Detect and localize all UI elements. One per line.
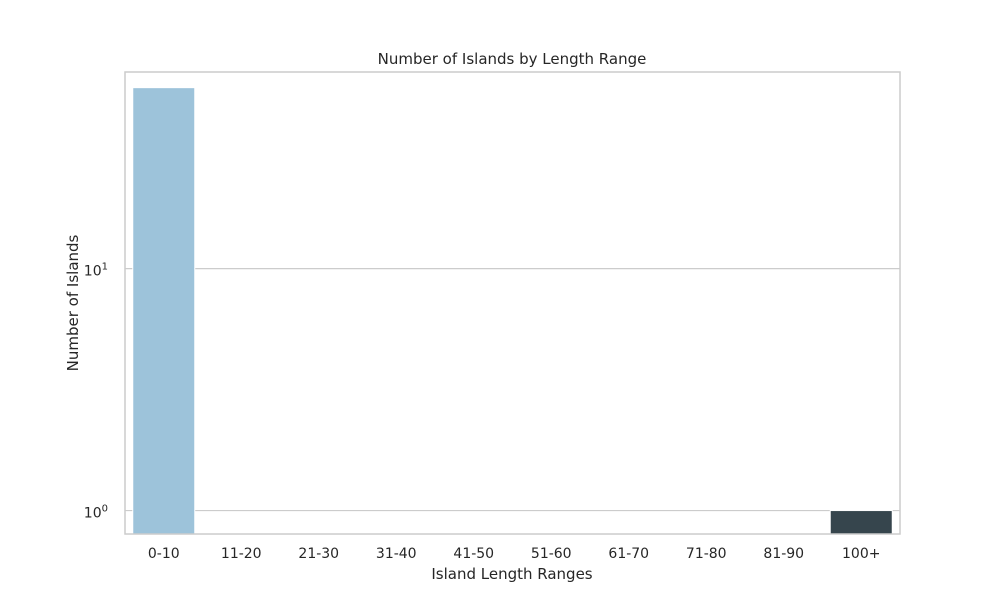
- chart-title: Number of Islands by Length Range: [378, 50, 647, 68]
- bar-0-10: [132, 87, 196, 535]
- x-tick-label: 31-40: [376, 546, 417, 562]
- x-tick-label: 51-60: [531, 546, 572, 562]
- x-tick-label: 41-50: [453, 546, 494, 562]
- x-tick-label: 71-80: [686, 546, 727, 562]
- y-tick-label: 101: [84, 262, 108, 280]
- x-axis-label: Island Length Ranges: [431, 565, 592, 583]
- y-axis-label: Number of Islands: [64, 234, 82, 371]
- x-tick-label: 0-10: [148, 546, 180, 562]
- gridlines: [125, 268, 900, 512]
- x-tick-label: 81-90: [763, 546, 804, 562]
- x-tick-labels: 0-10 11-20 21-30 31-40 41-50 51-60 61-70 71-80 8…: [148, 546, 881, 562]
- y-tick-label: 100: [84, 504, 108, 522]
- plot-frame: [124, 71, 901, 535]
- y-tick-labels: 100 101: [84, 262, 108, 522]
- x-tick-label: 11-20: [221, 546, 262, 562]
- x-tick-label: 61-70: [608, 546, 649, 562]
- x-tick-label: 100+: [842, 546, 880, 562]
- bars: [132, 87, 893, 535]
- x-tick-label: 21-30: [298, 546, 339, 562]
- bar-100+: [829, 510, 893, 535]
